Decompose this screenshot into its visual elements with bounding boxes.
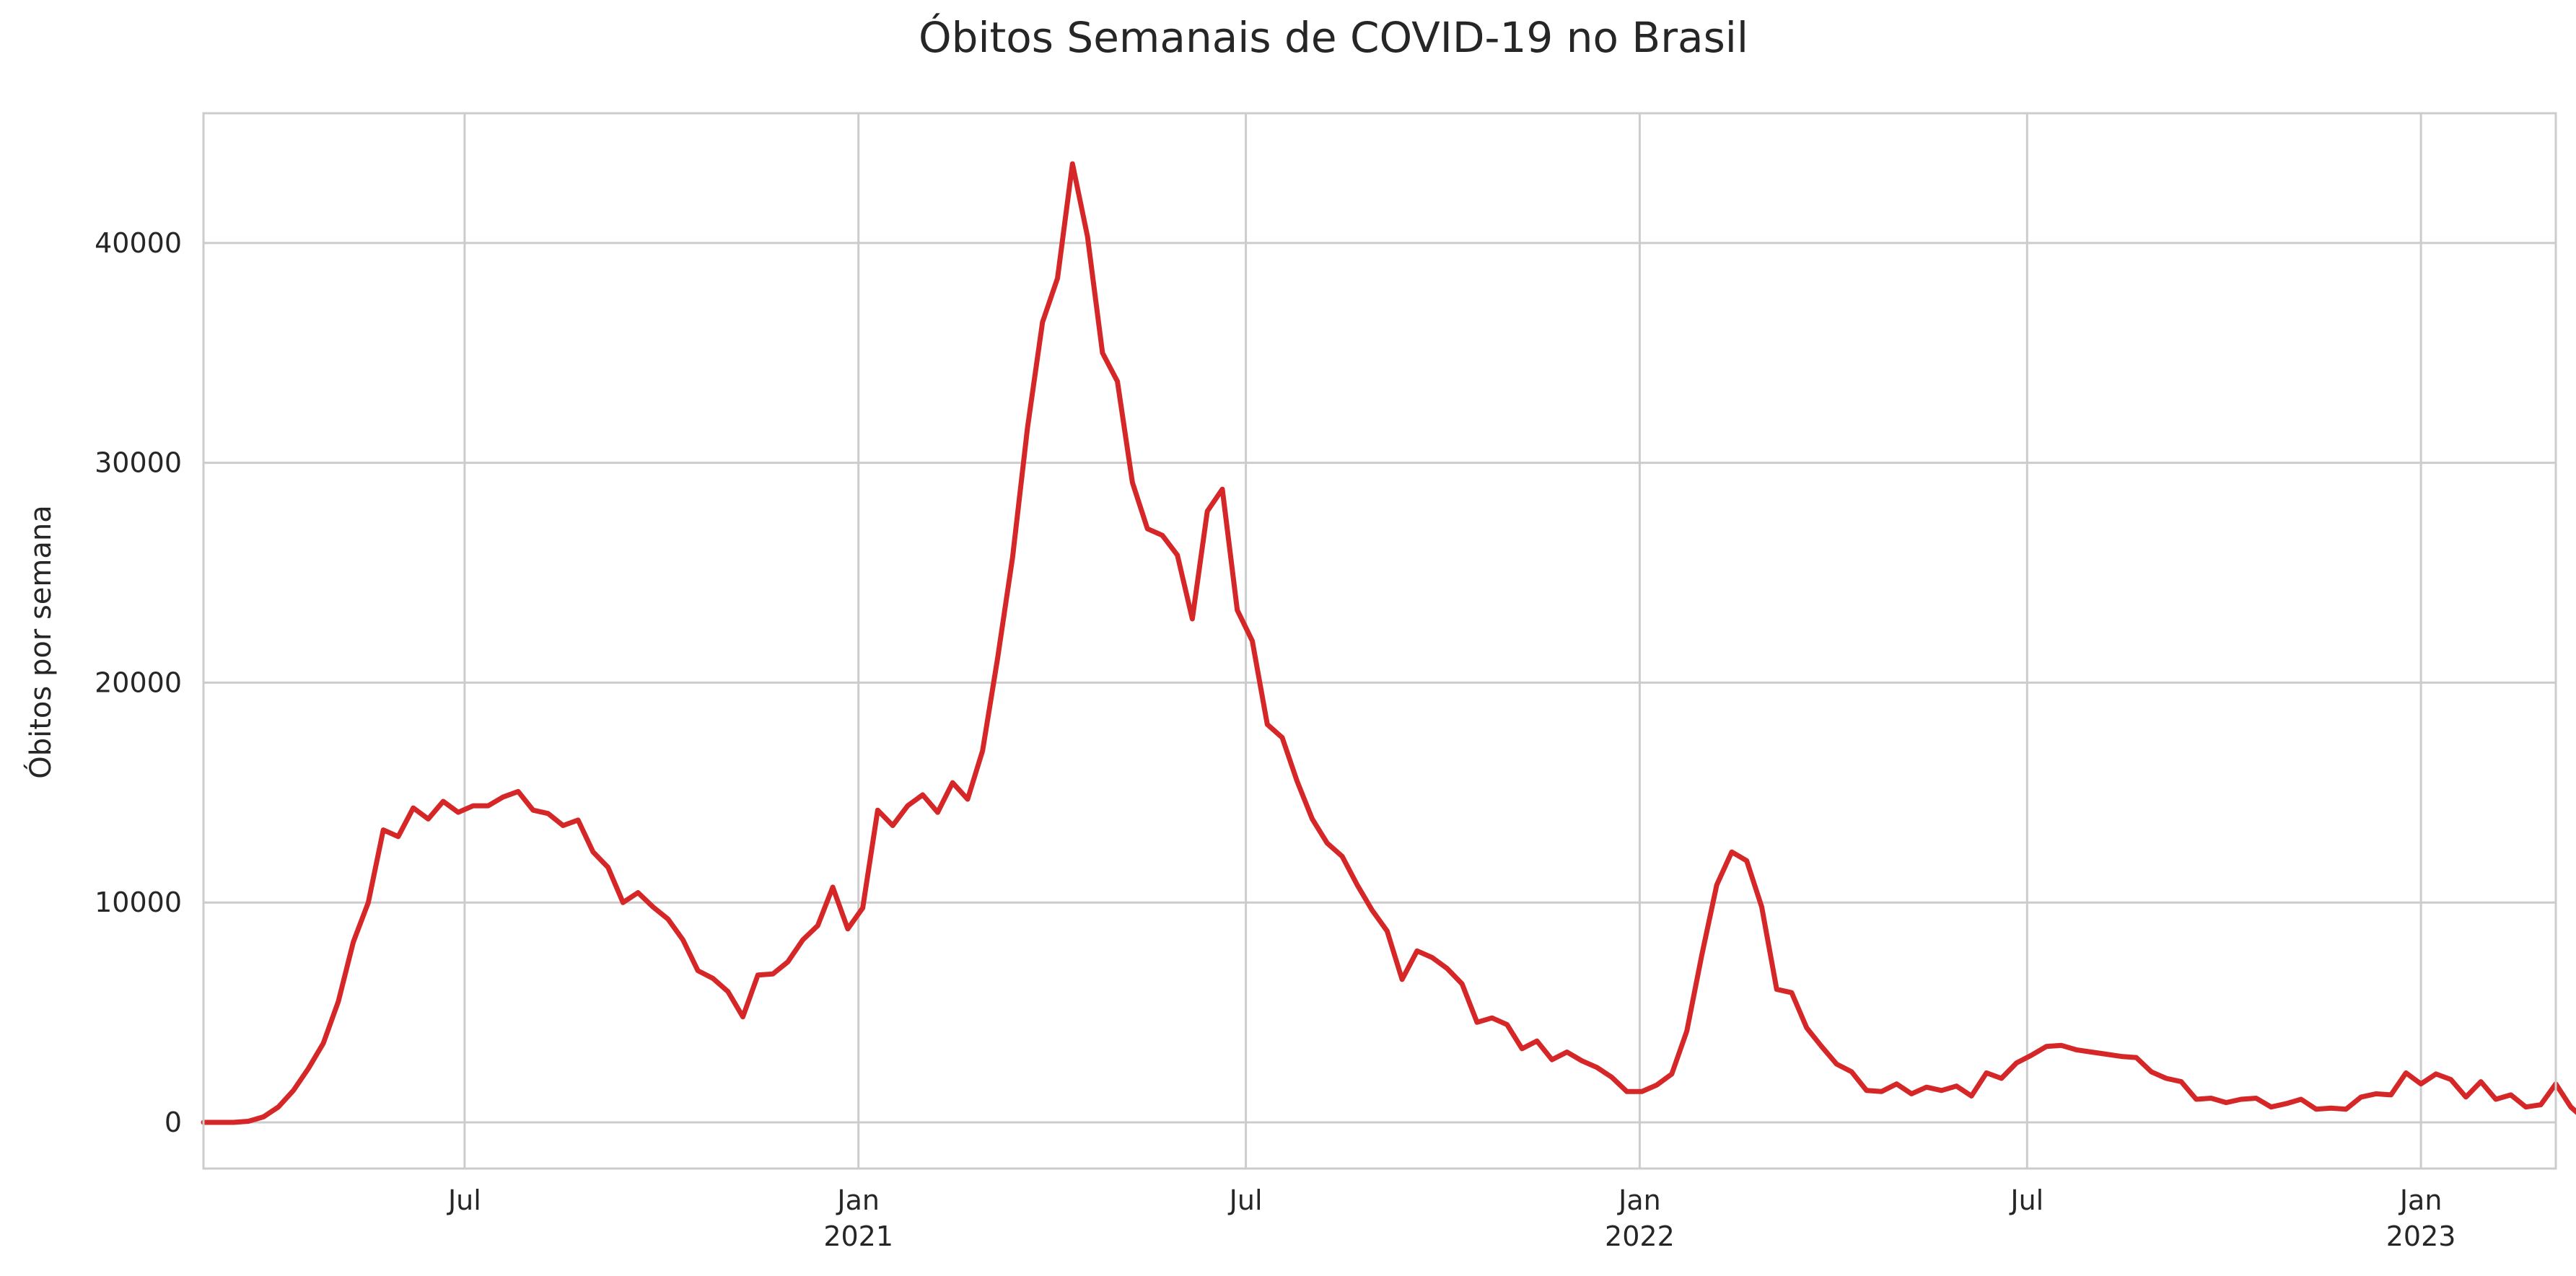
y-tick-label: 30000 — [95, 447, 182, 479]
x-tick-label: Jul — [1228, 1184, 1263, 1216]
x-tick-year-label: 2022 — [1605, 1220, 1675, 1252]
y-tick-label: 40000 — [95, 227, 182, 259]
y-tick-label: 20000 — [95, 666, 182, 698]
series-layer — [201, 161, 2576, 1125]
y-axis-label: Óbitos por semana — [23, 505, 58, 779]
x-tick-label: Jul — [447, 1184, 481, 1216]
x-tick-label: Jul — [2009, 1184, 2043, 1216]
y-tick-label: 0 — [165, 1106, 182, 1138]
x-tick-label: Jan — [836, 1184, 880, 1216]
deaths-series-line — [201, 161, 2576, 1125]
y-tick-label: 10000 — [95, 886, 182, 918]
tick-labels: 0 10000 20000 30000 40000 Jul Jan 2021 Jul Jan 202… — [95, 227, 2455, 1252]
chart-title: Óbitos Semanais de COVID-19 no Brasil — [919, 12, 1748, 62]
x-tick-year-label: 2021 — [823, 1220, 893, 1252]
x-tick-label: Jan — [1617, 1184, 1661, 1216]
plot-border — [202, 112, 2557, 1170]
gridlines — [203, 113, 2556, 1169]
x-tick-label: Jan — [2398, 1184, 2443, 1216]
x-tick-year-label: 2023 — [2386, 1220, 2456, 1252]
plot-frame — [202, 112, 2557, 1170]
